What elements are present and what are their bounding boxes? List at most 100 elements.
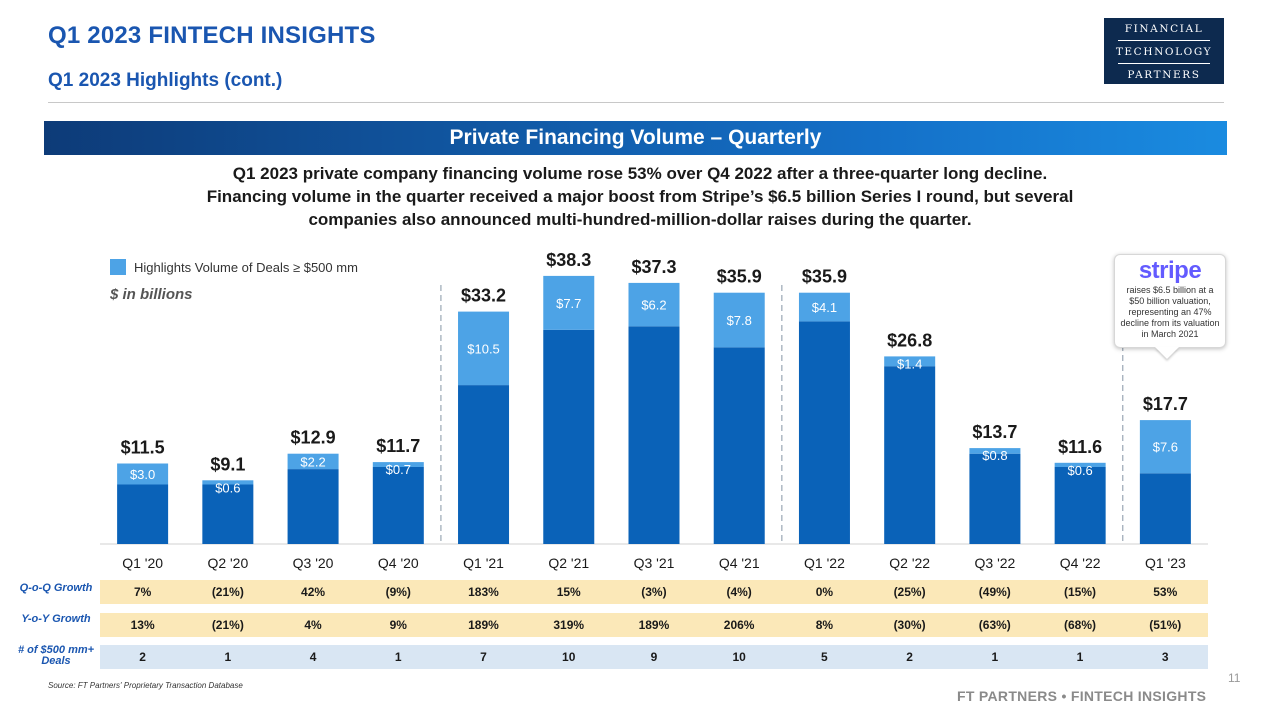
logo-line-1: FINANCIAL	[1124, 23, 1204, 35]
total-label-9: $26.8	[887, 330, 932, 350]
x-tick-label-5: Q2 '21	[548, 555, 589, 571]
x-tick-label-7: Q4 '21	[719, 555, 760, 571]
total-label-1: $9.1	[210, 454, 245, 474]
yoy-cell: (63%)	[978, 618, 1011, 632]
yoy-cell: (68%)	[1064, 618, 1097, 632]
yoy-cell: 189%	[468, 618, 499, 632]
total-label-8: $35.9	[802, 267, 847, 287]
segment-label-1: $0.6	[215, 480, 240, 495]
yoy-row-label: Y-o-Y Growth	[21, 613, 91, 625]
x-tick-label-6: Q3 '21	[634, 555, 675, 571]
qoq-row-label: Q-o-Q Growth	[19, 582, 93, 594]
deals-cell: 1	[991, 650, 999, 664]
segment-label-7: $7.8	[727, 313, 752, 328]
x-tick-label-8: Q1 '22	[804, 555, 845, 571]
callout-text: raises $6.5 billion at a $50 billion val…	[1120, 285, 1220, 339]
bar-highlight-11	[1054, 462, 1106, 467]
yoy-cell: 189%	[638, 618, 670, 632]
bar-highlight-9	[884, 356, 936, 367]
chart-legend: Highlights Volume of Deals ≥ $500 mm	[110, 259, 358, 275]
yoy-growth-row: 13% (21%) 4% 9% 189% 319% 189% 206% 8% (30%) (63%)…	[100, 613, 1208, 637]
logo-separator	[1118, 63, 1210, 64]
header-divider	[48, 102, 1224, 103]
bar-highlight-8	[798, 292, 850, 322]
bar-base-0	[117, 484, 169, 544]
bar-highlight-4	[458, 311, 510, 386]
yoy-cell: (30%)	[893, 618, 926, 632]
x-tick-label-11: Q4 '22	[1060, 555, 1101, 571]
deal-count-row: 2 1 4 1 7 10 9 10 5 2 1 1 3	[100, 645, 1208, 669]
yoy-cell: 206%	[723, 618, 755, 632]
segment-label-3: $0.7	[386, 462, 411, 477]
qoq-cell: (3%)	[641, 585, 667, 599]
total-label-7: $35.9	[717, 267, 762, 287]
segment-label-0: $3.0	[130, 467, 155, 482]
bar-base-7	[713, 347, 765, 544]
qoq-cell: 42%	[301, 585, 326, 599]
deals-cell: 2	[139, 650, 146, 664]
page-title: Q1 2023 FINTECH INSIGHTS	[48, 22, 376, 49]
x-tick-label-3: Q4 '20	[378, 555, 419, 571]
qoq-cell: 183%	[468, 585, 499, 599]
total-label-10: $13.7	[972, 422, 1017, 442]
deals-cell: 10	[732, 650, 746, 664]
deals-cell: 9	[650, 650, 658, 664]
yoy-cell: 4%	[304, 618, 322, 632]
total-label-12: $17.7	[1143, 394, 1188, 414]
total-label-6: $37.3	[631, 257, 676, 277]
bar-highlight-12	[1139, 420, 1191, 474]
x-tick-label-12: Q1 '23	[1145, 555, 1186, 571]
section-banner: Private Financing Volume – Quarterly	[44, 121, 1227, 155]
chart-description: Q1 2023 private company financing volume…	[120, 162, 1160, 231]
deals-cell: 1	[394, 650, 402, 664]
description-line-2: Financing volume in the quarter received…	[206, 187, 1074, 206]
segment-label-8: $4.1	[812, 300, 837, 315]
footer-brand: FT PARTNERS • FINTECH INSIGHTS	[957, 688, 1207, 704]
legend-swatch	[110, 259, 126, 275]
x-tick-label-2: Q3 '20	[293, 555, 334, 571]
total-label-11: $11.6	[1058, 437, 1102, 457]
deals-cell: 7	[480, 650, 487, 664]
deals-cell: 2	[906, 650, 913, 664]
qoq-growth-row: 7% (21%) 42% (9%) 183% 15% (3%) (4%) 0% (25%) (49%…	[100, 580, 1208, 604]
bar-highlight-0	[117, 463, 169, 485]
bar-highlight-5	[543, 275, 595, 330]
qoq-cell: 53%	[1153, 585, 1178, 599]
deals-cell: 1	[224, 650, 232, 664]
units-label: $ in billions	[110, 286, 193, 303]
logo-line-2: TECHNOLOGY	[1115, 46, 1213, 58]
bar-base-10	[969, 453, 1021, 544]
description-line-1: Q1 2023 private company financing volume…	[232, 164, 1048, 183]
x-tick-label-4: Q1 '21	[463, 555, 504, 571]
qoq-cell: (49%)	[978, 585, 1011, 599]
segment-label-10: $0.8	[982, 448, 1007, 463]
bar-base-6	[628, 326, 680, 544]
bar-base-9	[884, 366, 936, 544]
bar-highlight-10	[969, 448, 1021, 454]
logo-separator	[1118, 40, 1210, 41]
segment-label-9: $1.4	[897, 356, 922, 371]
qoq-cell: (15%)	[1064, 585, 1097, 599]
total-label-0: $11.5	[121, 438, 165, 458]
qoq-cell: (9%)	[385, 585, 411, 599]
total-label-2: $12.9	[291, 428, 336, 448]
description-line-3: companies also announced multi-hundred-m…	[308, 210, 972, 229]
segment-label-2: $2.2	[300, 454, 325, 469]
deals-row-label: # of $500 mm+ Deals	[17, 644, 95, 667]
bar-highlight-7	[713, 292, 765, 348]
x-tick-label-9: Q2 '22	[889, 555, 930, 571]
bar-base-4	[458, 385, 510, 544]
bar-highlight-6	[628, 282, 680, 327]
segment-label-6: $6.2	[641, 298, 666, 313]
bar-highlight-1	[202, 480, 254, 485]
qoq-cell: (4%)	[726, 585, 752, 599]
bar-chart: $3.0 $11.5 Q1 '20 $0.6 $9.1 Q2 '20 $2.2 $12.9 Q3…	[100, 250, 1208, 571]
yoy-cell: (51%)	[1149, 618, 1182, 632]
bar-base-1	[202, 484, 254, 544]
deals-cell: 4	[309, 650, 317, 664]
legend-label: Highlights Volume of Deals ≥ $500 mm	[134, 259, 358, 275]
qoq-cell: 15%	[556, 585, 581, 599]
yoy-cell: 9%	[389, 618, 407, 632]
page-subtitle: Q1 2023 Highlights (cont.)	[48, 70, 283, 91]
bar-base-11	[1054, 467, 1106, 544]
